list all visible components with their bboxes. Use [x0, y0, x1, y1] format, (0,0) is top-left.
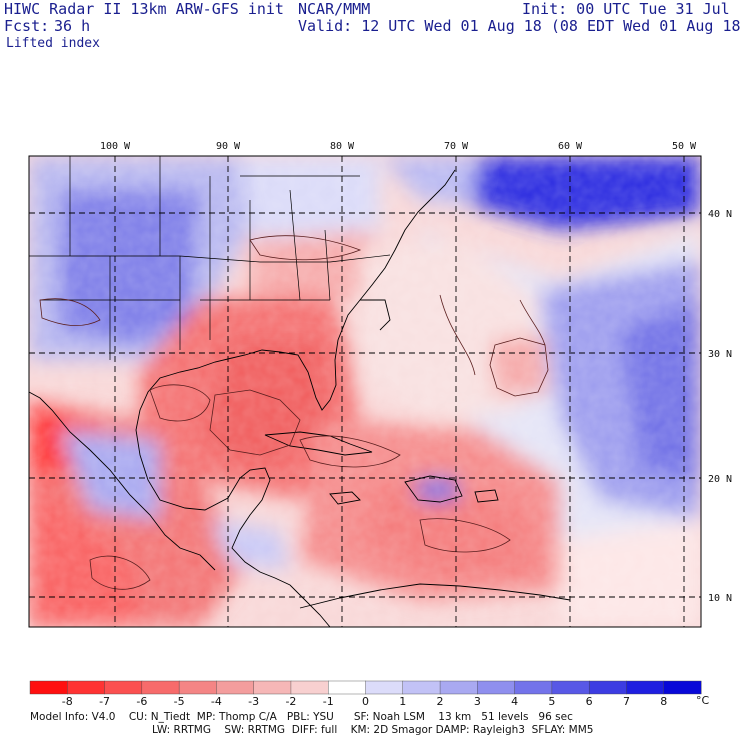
- coastlines: [29, 156, 571, 627]
- colorbar-tick-label: -6: [136, 695, 147, 708]
- model-info-line1: Model Info: V4.0 CU: N_Tiedt MP: Thomp C…: [30, 711, 573, 723]
- lon-label-90w: 90 W: [216, 141, 241, 152]
- shaded-field: [29, 156, 701, 627]
- map-frame: [28, 155, 702, 628]
- political-borders: [29, 156, 391, 360]
- forecast-hour: 36 h: [54, 17, 91, 35]
- colorbar-swatch: [514, 680, 553, 695]
- colorbar-tick-label: 3: [474, 695, 481, 708]
- colorbar-swatch: [104, 680, 143, 695]
- colorbar-tick-label: 2: [437, 695, 444, 708]
- colorbar-tick-label: 0: [362, 695, 369, 708]
- colorbar-swatch: [67, 680, 106, 695]
- lon-label-100w: 100 W: [100, 141, 131, 152]
- hispaniola-outline: [404, 475, 463, 503]
- colorbar-swatch: [365, 680, 404, 695]
- colorbar-tick-label: -2: [285, 695, 296, 708]
- colorbar-swatch: [626, 680, 665, 695]
- colorbar-swatch: [290, 680, 329, 695]
- init-time: Init: 00 UTC Tue 31 Jul 18: [522, 0, 740, 18]
- model-title: HIWC Radar II 13km ARW-GFS init: [4, 0, 284, 18]
- coastline-pacific: [29, 391, 216, 571]
- cuba-outline: [264, 431, 373, 456]
- colorbar-tick-label: 4: [511, 695, 518, 708]
- colorbar-tick-label: 8: [660, 695, 667, 708]
- colorbar-swatch: [178, 680, 217, 695]
- jamaica-outline: [329, 491, 361, 505]
- field-name: Lifted index: [6, 36, 100, 51]
- colorbar-swatch: [439, 680, 478, 695]
- colorbar-tick-label: -3: [248, 695, 259, 708]
- colorbar-swatch: [551, 680, 590, 695]
- coastline-mainland: [135, 169, 456, 627]
- colorbar-swatch: [141, 680, 180, 695]
- lon-label-70w: 70 W: [444, 141, 469, 152]
- colorbar-tick-label: 1: [399, 695, 406, 708]
- colorbar-swatch: [402, 680, 441, 695]
- colorbar-swatch: [216, 680, 255, 695]
- lat-label-30n: 30 N: [708, 349, 732, 360]
- colorbar-tick-label: 5: [548, 695, 555, 708]
- colorbar-swatch: [477, 680, 516, 695]
- lat-label-20n: 20 N: [708, 474, 732, 485]
- south-america-coast: [299, 583, 571, 609]
- forecast-label: Fcst:: [4, 17, 50, 35]
- colorbar-tick-label: -4: [211, 695, 222, 708]
- latlon-grid: [29, 156, 701, 627]
- valid-time: Valid: 12 UTC Wed 01 Aug 18 (08 EDT Wed …: [298, 17, 740, 35]
- colorbar-tick-label: 6: [586, 695, 593, 708]
- lon-label-50w: 50 W: [672, 141, 697, 152]
- colorbar-swatch: [29, 680, 68, 695]
- colorbar-tick-label: -7: [99, 695, 110, 708]
- colorbar-swatch: [663, 680, 702, 695]
- colorbar-tick-label: -8: [62, 695, 73, 708]
- colorbar-swatch: [328, 680, 367, 695]
- contour-lines: [39, 235, 549, 590]
- colorbar-swatches: [29, 680, 702, 695]
- lat-label-10n: 10 N: [708, 593, 732, 604]
- colorbar-labels: -8 -7 -6 -5 -4 -3 -2 -1 0 1 2 3 4 5 6 7 8: [62, 695, 667, 708]
- coastline-carolina: [360, 299, 391, 331]
- model-info-line2: LW: RRTMG SW: RRTMG DIFF: full KM: 2D Sm…: [152, 724, 594, 736]
- lon-label-60w: 60 W: [558, 141, 583, 152]
- colorbar-tick-label: -1: [323, 695, 334, 708]
- organization-label: NCAR/MMM: [298, 0, 371, 18]
- colorbar-unit: °C: [696, 694, 710, 707]
- colorbar-swatch: [253, 680, 292, 695]
- puerto-rico-outline: [474, 489, 499, 503]
- colorbar-swatch: [588, 680, 627, 695]
- lon-label-80w: 80 W: [330, 141, 355, 152]
- colorbar-tick-label: -5: [174, 695, 185, 708]
- colorbar-tick-label: 7: [623, 695, 630, 708]
- lat-label-40n: 40 N: [708, 209, 732, 220]
